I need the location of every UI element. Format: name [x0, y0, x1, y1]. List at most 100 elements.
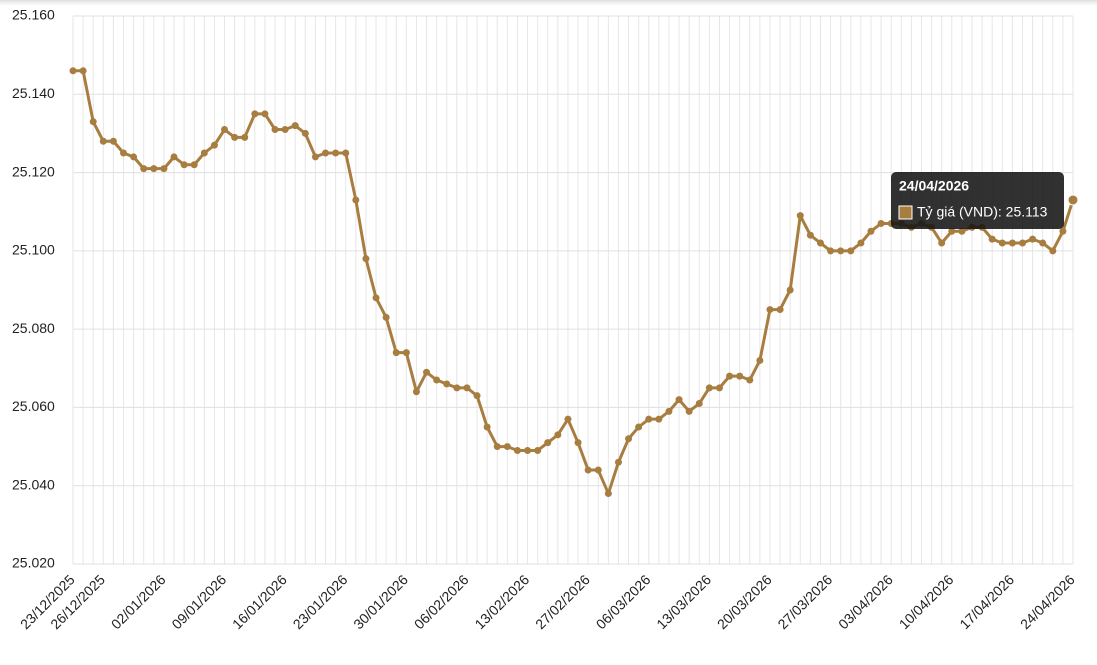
point	[311, 153, 319, 161]
point	[1067, 194, 1079, 206]
y-tick-label: 25.020	[12, 555, 55, 571]
x-tick-label: 30/01/2026	[350, 571, 411, 632]
point	[251, 110, 259, 118]
x-tick-label: 03/04/2026	[835, 571, 896, 632]
point	[524, 446, 532, 454]
point	[170, 153, 178, 161]
x-tick-label: 27/03/2026	[774, 571, 835, 632]
point	[1039, 239, 1047, 247]
x-tick-label: 06/02/2026	[411, 571, 472, 632]
grid	[72, 15, 1074, 565]
y-tick-label: 25.040	[12, 476, 55, 492]
point	[1049, 247, 1057, 255]
y-tick-label: 25.080	[12, 320, 55, 336]
point	[493, 443, 501, 451]
tooltip-swatch	[898, 205, 913, 220]
point	[1059, 227, 1067, 235]
point	[443, 380, 451, 388]
point	[645, 415, 653, 423]
point	[362, 255, 370, 263]
point	[715, 384, 723, 392]
point	[291, 122, 299, 130]
point	[544, 439, 552, 447]
x-tick-label: 16/01/2026	[229, 571, 290, 632]
point	[423, 368, 431, 376]
point	[867, 227, 875, 235]
point	[392, 349, 400, 357]
point	[463, 384, 471, 392]
point	[756, 356, 764, 364]
point	[301, 129, 309, 137]
point	[726, 372, 734, 380]
x-tick-label: 24/04/2026	[1017, 571, 1078, 632]
point	[433, 376, 441, 384]
point	[695, 400, 703, 408]
point	[109, 137, 117, 145]
point	[372, 294, 380, 302]
x-tick-label: 23/01/2026	[290, 571, 351, 632]
point	[332, 149, 340, 157]
point	[837, 247, 845, 255]
point	[938, 239, 946, 247]
point	[948, 227, 956, 235]
point	[473, 392, 481, 400]
y-tick-label: 25.120	[12, 163, 55, 179]
point	[513, 446, 521, 454]
point	[786, 286, 794, 294]
point	[806, 231, 814, 239]
point	[685, 407, 693, 415]
tooltip-title: 24/04/2026	[899, 178, 969, 194]
point	[160, 165, 168, 173]
point	[857, 239, 865, 247]
point	[584, 466, 592, 474]
point	[705, 384, 713, 392]
point	[1008, 239, 1016, 247]
point	[675, 396, 683, 404]
point	[120, 149, 128, 157]
point	[614, 458, 622, 466]
marks	[69, 67, 1079, 498]
point	[210, 141, 218, 149]
point	[635, 423, 643, 431]
point	[412, 388, 420, 396]
point	[847, 247, 855, 255]
point	[877, 219, 885, 227]
point	[958, 227, 966, 235]
point	[827, 247, 835, 255]
point	[271, 126, 279, 134]
point	[604, 490, 612, 498]
point	[1029, 235, 1037, 243]
y-tick-label: 25.160	[12, 7, 55, 23]
point	[655, 415, 663, 423]
x-tick-label: 09/01/2026	[168, 571, 229, 632]
point	[190, 161, 198, 169]
point	[998, 239, 1006, 247]
point	[221, 126, 229, 134]
point	[352, 196, 360, 204]
y-tick-label: 25.100	[12, 242, 55, 258]
point	[79, 67, 87, 75]
point	[200, 149, 208, 157]
line	[73, 69, 1075, 496]
point	[483, 423, 491, 431]
point	[402, 349, 410, 357]
top-shadow	[0, 0, 1097, 8]
point	[816, 239, 824, 247]
point	[99, 137, 107, 145]
point	[564, 415, 572, 423]
point	[69, 67, 77, 75]
point	[625, 435, 633, 443]
point	[89, 118, 97, 126]
x-tick-label: 13/03/2026	[653, 571, 714, 632]
y-tick-label: 25.140	[12, 85, 55, 101]
point	[261, 110, 269, 118]
x-tick-label: 27/02/2026	[532, 571, 593, 632]
point	[776, 306, 784, 314]
point	[130, 153, 138, 161]
point	[665, 407, 673, 415]
point	[231, 133, 239, 141]
point	[503, 443, 511, 451]
x-tick-label: 17/04/2026	[956, 571, 1017, 632]
